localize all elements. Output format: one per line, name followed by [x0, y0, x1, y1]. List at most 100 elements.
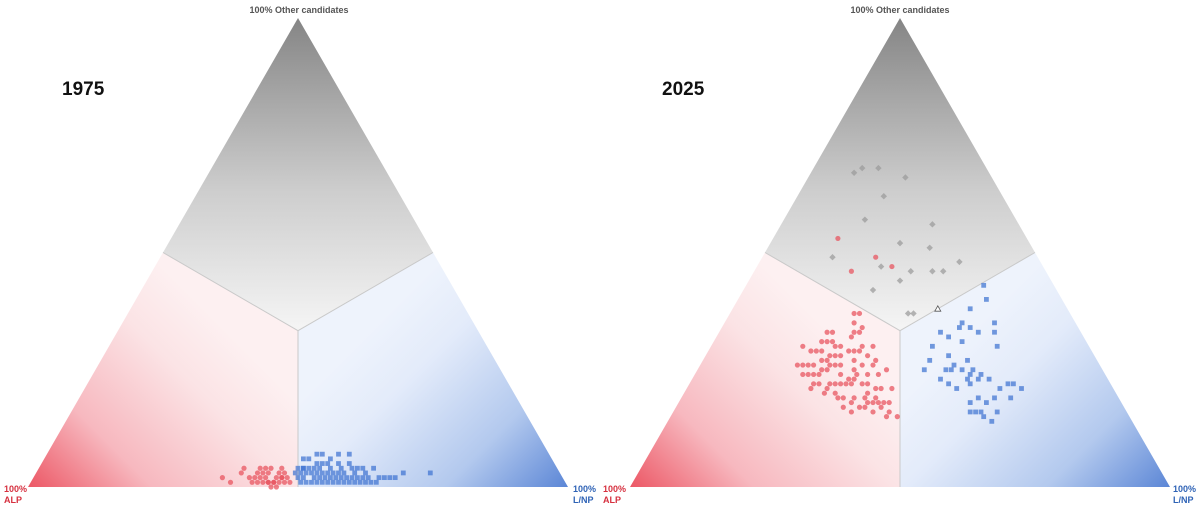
lnp-seat-point	[298, 479, 304, 485]
alp-seat-point	[827, 353, 833, 359]
alp-seat-point	[254, 479, 261, 485]
alp-seat-point	[257, 465, 263, 471]
lnp-seat-point	[357, 479, 363, 485]
alp-seat-point	[263, 475, 269, 481]
alp-seat-point	[840, 404, 846, 410]
lnp-seat-point	[975, 376, 981, 382]
lnp-seat-point	[355, 475, 360, 481]
alp-seat-point	[873, 357, 879, 363]
lnp-seat-point	[303, 470, 309, 476]
alp-seat-point	[800, 371, 806, 378]
lnp-vertex-label-party: L/NP	[573, 495, 594, 505]
lnp-vertex-label-percent: 100%	[573, 484, 596, 494]
alp-seat-point	[249, 479, 255, 485]
lnp-seat-point	[392, 475, 398, 481]
alp-seat-point	[865, 371, 871, 378]
lnp-seat-point	[346, 461, 352, 466]
lnp-seat-point	[314, 479, 320, 485]
alp-seat-point	[832, 390, 838, 396]
lnp-seat-point	[328, 456, 333, 462]
alp-seat-point	[827, 381, 833, 387]
region-divider-line	[297, 252, 434, 332]
other-seat-point	[850, 169, 858, 176]
alp-seat-point	[287, 479, 293, 485]
alp-seat-point	[838, 343, 844, 349]
other-seat-point	[929, 221, 936, 228]
other-seat-point	[956, 258, 963, 266]
lnp-seat-point	[314, 451, 320, 457]
lnp-seat-point	[376, 475, 382, 481]
alp-seat-point	[811, 381, 817, 387]
other-seat-point	[907, 268, 914, 275]
other-seat-point	[875, 164, 882, 172]
lnp-seat-point	[368, 479, 374, 485]
lnp-seat-point	[975, 395, 981, 401]
lnp-seat-point	[349, 475, 355, 481]
alp-seat-point	[794, 362, 801, 368]
alp-seat-point	[848, 409, 855, 415]
lnp-seat-point	[992, 320, 997, 326]
alp-seat-point	[865, 353, 871, 359]
alp-seat-point	[276, 479, 282, 485]
alp-seat-point	[832, 343, 838, 349]
lnp-seat-point	[387, 475, 393, 481]
alp-seat-point	[824, 329, 830, 335]
alp-seat-point	[859, 362, 865, 368]
alp-seat-point	[284, 475, 290, 481]
alp-seat-point	[271, 479, 277, 485]
alp-seat-point	[856, 348, 863, 354]
region-divider-line	[899, 252, 1036, 332]
lnp-seat-point	[319, 461, 325, 466]
alp-seat-point	[832, 353, 838, 359]
lnp-seat-point	[328, 475, 333, 481]
lnp-seat-point	[427, 470, 433, 476]
alp-seat-point	[260, 479, 266, 485]
other-seat-point	[869, 286, 877, 294]
chart-title: 1975	[62, 79, 105, 100]
alp-seat-point	[848, 381, 855, 387]
alp-seat-point	[265, 479, 271, 485]
alp-seat-point	[859, 343, 865, 349]
alp-seat-point	[835, 235, 841, 242]
alp-seat-point	[268, 465, 274, 471]
region-divider-line	[764, 252, 901, 332]
alp-seat-point	[227, 479, 234, 485]
alp-seat-point	[838, 371, 844, 378]
alp-seat-point	[800, 362, 806, 368]
alp-seat-point	[878, 404, 884, 410]
lnp-seat-point	[967, 306, 973, 312]
alp-seat-point	[886, 409, 892, 415]
lnp-seat-point	[994, 409, 1000, 415]
other-seat-point	[910, 310, 917, 317]
alp-seat-point	[819, 348, 825, 354]
lnp-seat-point	[319, 479, 325, 485]
alp-seat-point	[276, 470, 282, 476]
lnp-seat-point	[965, 357, 970, 363]
alp-seat-point	[851, 348, 857, 354]
alp-seat-point	[819, 367, 825, 373]
alp-seat-point	[238, 470, 244, 476]
alp-seat-point	[851, 367, 857, 373]
alp-seat-point	[819, 339, 825, 345]
lnp-seat-point	[363, 470, 368, 476]
lnp-seat-point	[352, 470, 358, 476]
lnp-seat-point	[319, 470, 325, 476]
lnp-seat-point	[365, 475, 371, 481]
alp-seat-point	[856, 404, 863, 410]
lnp-seat-point	[319, 451, 325, 457]
alp-seat-point	[846, 376, 852, 382]
alp-seat-point	[859, 381, 865, 387]
alp-seat-point	[808, 385, 814, 392]
alp-seat-point	[279, 465, 285, 471]
lnp-seat-point	[992, 395, 997, 401]
lnp-seat-point	[921, 367, 927, 373]
alp-seat-point	[883, 367, 890, 373]
lnp-seat-point	[989, 418, 995, 424]
region-divider-line	[162, 252, 299, 332]
alp-seat-point	[257, 475, 263, 481]
other-seat-point	[829, 253, 836, 261]
top-vertex-label: 100% Other candidates	[249, 5, 348, 15]
lnp-seat-point	[346, 479, 352, 485]
lnp-seat-point	[938, 329, 943, 335]
alp-seat-point	[281, 479, 288, 485]
